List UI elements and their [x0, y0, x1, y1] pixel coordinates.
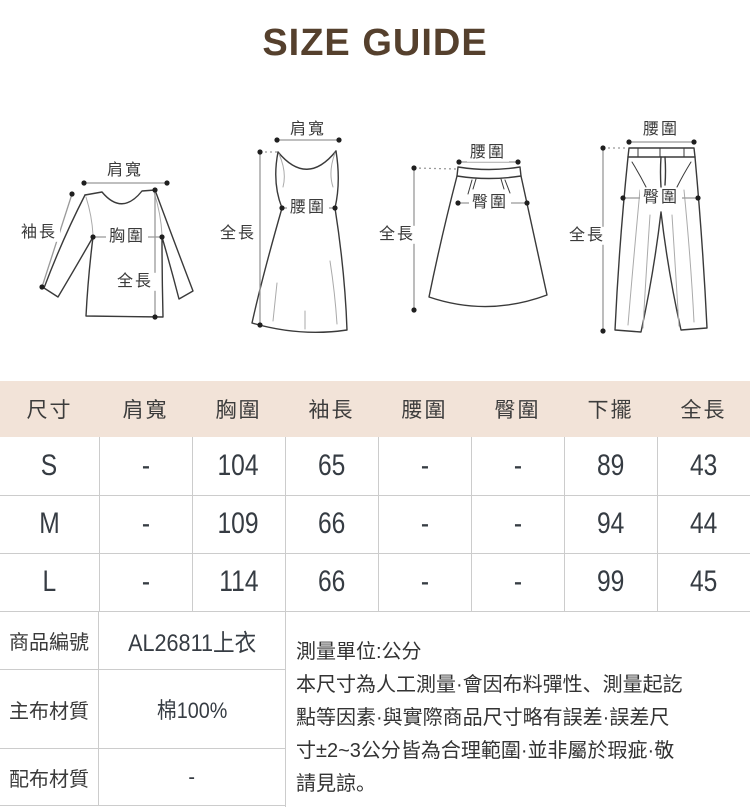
size-cell: - [98, 552, 193, 612]
size-cell: 44 [656, 494, 750, 554]
size-cell: - [470, 494, 565, 554]
size-cell: - [98, 494, 193, 554]
pants-measure-lines [602, 141, 698, 331]
dress-shoulder-label: 肩寬 [286, 120, 330, 140]
size-cell: L [0, 552, 100, 612]
top-measure-lines [41, 182, 167, 317]
size-cell: 114 [191, 552, 286, 612]
size-cell: 66 [284, 552, 379, 612]
skirt-hip-label: 臀圍 [468, 193, 512, 213]
lining-fabric-row: 配布材質 - [0, 749, 285, 806]
size-row-s: S - 104 65 - - 89 43 [0, 437, 750, 496]
main-fabric-label: 主布材質 [0, 670, 99, 748]
skirt-garment-outline [428, 166, 548, 308]
top-chest-label: 胸圍 [105, 227, 149, 247]
size-row-m: M - 109 66 - - 94 44 [0, 494, 750, 554]
skirt-measure-dots [411, 159, 530, 313]
page-title: SIZE GUIDE [262, 22, 488, 64]
pants-garment-outline [614, 147, 708, 333]
dress-measure-dots [257, 137, 342, 328]
size-cell: 99 [563, 552, 658, 612]
col-header-hem: 下擺 [564, 381, 657, 437]
size-cell: 66 [284, 494, 379, 554]
size-cell: S [0, 437, 100, 496]
top-shoulder-label: 肩寬 [103, 161, 147, 181]
product-code-row: 商品編號 AL26811上衣 [0, 612, 285, 670]
measurement-note: 測量單位:公分 本尺寸為人工測量·會因布料彈性、測量起訖 點等因素·與實際商品尺… [285, 612, 750, 807]
skirt-length-label: 全長 [375, 225, 419, 245]
size-cell: - [470, 552, 565, 612]
pants-hip-label: 臀圍 [639, 188, 683, 208]
size-cell: - [377, 552, 472, 612]
col-header-size: 尺寸 [0, 381, 99, 437]
note-line: 請見諒。 [296, 773, 376, 795]
lining-fabric-value: - [188, 764, 196, 789]
size-cell: 89 [563, 437, 658, 496]
note-line: 本尺寸為人工測量·會因布料彈性、測量起訖 [296, 674, 683, 696]
pants-waist-label: 腰圍 [639, 120, 683, 140]
note-line: 點等因素·與實際商品尺寸略有誤差·誤差尺 [296, 707, 670, 729]
size-cell: 109 [191, 494, 286, 554]
col-header-waist: 腰圍 [378, 381, 471, 437]
col-header-sleeve-length: 袖長 [285, 381, 378, 437]
size-cell: - [470, 437, 565, 496]
product-info-table: 商品編號 AL26811上衣 主布材質 棉100% 配布材質 - [0, 612, 285, 807]
product-code-value: AL26811上衣 [127, 630, 257, 657]
size-cell: 43 [656, 437, 750, 496]
lining-fabric-label: 配布材質 [0, 749, 99, 805]
col-header-hip: 臀圍 [471, 381, 564, 437]
main-fabric-row: 主布材質 棉100% [0, 670, 285, 749]
product-info-section: 商品編號 AL26811上衣 主布材質 棉100% 配布材質 - 測量單位:公分… [0, 611, 750, 807]
note-line: 測量單位:公分 [296, 641, 422, 663]
size-row-l: L - 114 66 - - 99 45 [0, 552, 750, 612]
size-cell: 45 [656, 552, 750, 612]
size-cell: - [377, 437, 472, 496]
product-code-label: 商品編號 [0, 612, 99, 669]
pants-length-label: 全長 [565, 226, 609, 246]
skirt-waist-label: 腰圍 [466, 143, 510, 163]
dress-garment-outline [251, 150, 348, 334]
size-table: 尺寸 肩寬 胸圍 袖長 腰圍 臀圍 下擺 全長 S - 104 65 - - 8… [0, 381, 750, 612]
dress-length-label: 全長 [216, 224, 260, 244]
size-table-header-row: 尺寸 肩寬 胸圍 袖長 腰圍 臀圍 下擺 全長 [0, 381, 750, 437]
top-sleeve-label: 袖長 [17, 223, 61, 243]
col-header-total-length: 全長 [657, 381, 750, 437]
note-line: 寸±2~3公分皆為合理範圍·並非屬於瑕疵·敬 [296, 740, 675, 762]
col-header-bust: 胸圍 [192, 381, 285, 437]
pants-measure-dots [600, 139, 701, 334]
size-cell: 65 [284, 437, 379, 496]
size-cell: M [0, 494, 100, 554]
main-fabric-value: 棉100% [156, 698, 228, 723]
size-cell: - [98, 437, 193, 496]
top-garment-outline [43, 189, 194, 318]
garment-diagrams [39, 137, 708, 334]
dress-waist-label: 腰圍 [286, 198, 330, 218]
top-length-label: 全長 [113, 272, 157, 292]
col-header-shoulder-width: 肩寬 [99, 381, 192, 437]
size-cell: - [377, 494, 472, 554]
top-measure-dots [39, 180, 170, 320]
size-cell: 104 [191, 437, 286, 496]
size-cell: 94 [563, 494, 658, 554]
